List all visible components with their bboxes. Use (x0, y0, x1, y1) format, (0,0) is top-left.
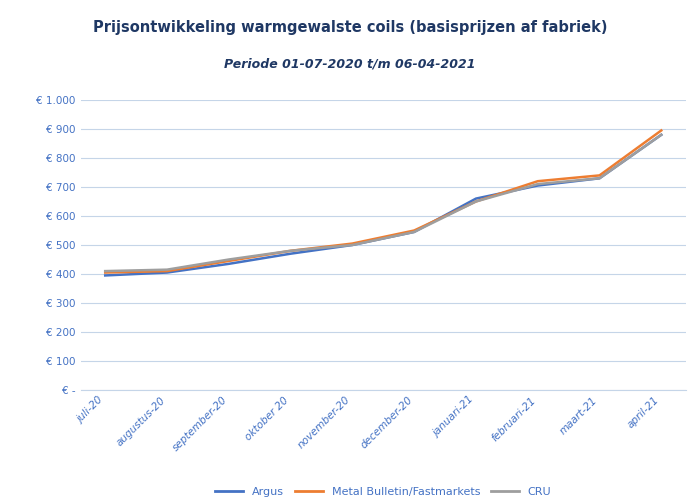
Metal Bulletin/Fastmarkets (286, 248, 295, 254)
Text: Periode 01-07-2020 t/m 06-04-2021: Periode 01-07-2020 t/m 06-04-2021 (224, 58, 476, 70)
Line: CRU: CRU (105, 135, 662, 271)
Metal Bulletin/Fastmarkets (595, 172, 603, 178)
Argus (595, 176, 603, 182)
Argus (225, 261, 233, 267)
CRU (225, 256, 233, 262)
CRU (657, 132, 666, 138)
Argus (657, 132, 666, 138)
CRU (472, 198, 480, 204)
CRU (595, 176, 603, 182)
Text: Prijsontwikkeling warmgewalste coils (basisprijzen af fabriek): Prijsontwikkeling warmgewalste coils (ba… (92, 20, 608, 35)
Metal Bulletin/Fastmarkets (657, 128, 666, 134)
CRU (533, 181, 542, 187)
CRU (348, 242, 356, 248)
Metal Bulletin/Fastmarkets (533, 178, 542, 184)
CRU (410, 229, 419, 235)
Line: Argus: Argus (105, 135, 662, 276)
Argus (101, 272, 109, 278)
CRU (163, 266, 172, 272)
CRU (286, 248, 295, 254)
Argus (410, 229, 419, 235)
Argus (472, 196, 480, 202)
CRU (101, 268, 109, 274)
Line: Metal Bulletin/Fastmarkets: Metal Bulletin/Fastmarkets (105, 130, 662, 272)
Metal Bulletin/Fastmarkets (410, 228, 419, 234)
Argus (163, 270, 172, 276)
Metal Bulletin/Fastmarkets (101, 270, 109, 276)
Argus (348, 242, 356, 248)
Metal Bulletin/Fastmarkets (472, 198, 480, 204)
Argus (286, 250, 295, 256)
Metal Bulletin/Fastmarkets (348, 240, 356, 246)
Argus (533, 182, 542, 188)
Metal Bulletin/Fastmarkets (225, 258, 233, 264)
Metal Bulletin/Fastmarkets (163, 268, 172, 274)
Legend: Argus, Metal Bulletin/Fastmarkets, CRU: Argus, Metal Bulletin/Fastmarkets, CRU (211, 482, 556, 500)
